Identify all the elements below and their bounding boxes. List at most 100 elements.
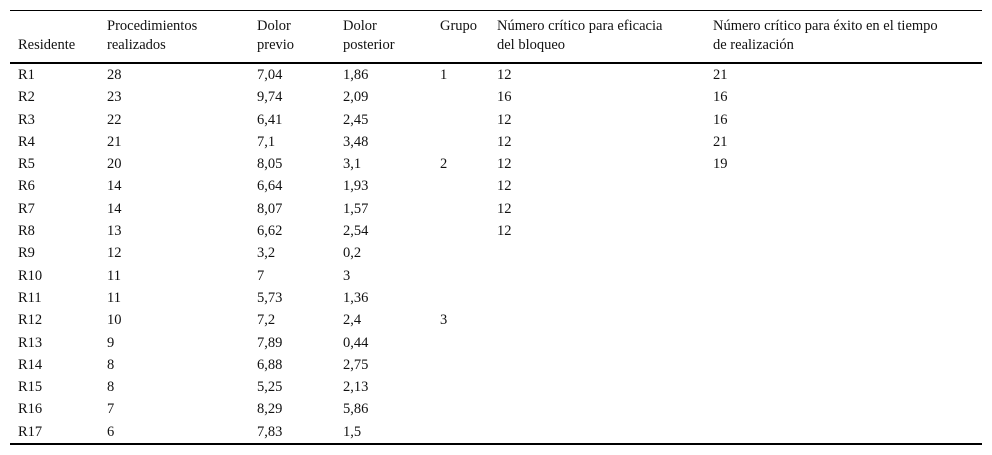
cell-residente: R2: [18, 89, 35, 106]
cell-procedimientos_realizados: 7: [107, 401, 115, 418]
table-row: R14 8 6,88 2,75: [10, 354, 982, 376]
table-header-row: Residente Procedimientos realizados Dolor …: [10, 10, 982, 64]
cell-grupo: [432, 242, 489, 264]
cell-residente: R10: [18, 267, 43, 284]
cell-dolor_posterior: 2,13: [343, 379, 369, 396]
cell-dolor_posterior: 1,5: [343, 423, 362, 440]
cell-numero_critico_exito_tiempo: 21: [713, 133, 728, 150]
cell-procedimientos_realizados: 8: [107, 379, 115, 396]
cell-dolor_posterior: 2,4: [343, 312, 362, 329]
cell-numero_critico_eficacia_bloqueo: [489, 309, 705, 331]
cell-residente: R9: [18, 245, 35, 262]
cell-residente: R14: [18, 356, 43, 373]
table-row: R9 12 3,2 0,2: [10, 242, 982, 264]
cell-procedimientos_realizados: 14: [107, 178, 122, 195]
cell-dolor_previo: 6,62: [257, 223, 283, 240]
cell-residente: R6: [18, 178, 35, 195]
table-row: R2 23 9,74 2,09 16 16: [10, 86, 982, 108]
cell-dolor_posterior: 1,57: [343, 200, 369, 217]
cell-procedimientos_realizados: 8: [107, 356, 115, 373]
residents-table: Residente Procedimientos realizados Dolor …: [10, 10, 982, 446]
cell-residente: R7: [18, 200, 35, 217]
cell-numero_critico_eficacia_bloqueo: [489, 287, 705, 309]
cell-numero_critico_eficacia_bloqueo: [489, 398, 705, 420]
cell-dolor_previo: 6,88: [257, 356, 283, 373]
column-header-grupo: Grupo: [432, 10, 489, 64]
cell-numero_critico_exito_tiempo: [705, 220, 982, 242]
cell-procedimientos_realizados: 20: [107, 156, 122, 173]
cell-grupo: [432, 332, 489, 354]
cell-grupo: [432, 86, 489, 108]
cell-procedimientos_realizados: 9: [107, 334, 115, 351]
cell-dolor_previo: 6,64: [257, 178, 283, 195]
cell-numero_critico_exito_tiempo: 19: [713, 156, 728, 173]
cell-numero_critico_exito_tiempo: [705, 421, 982, 444]
cell-numero_critico_eficacia_bloqueo: [489, 376, 705, 398]
cell-residente: R17: [18, 423, 43, 440]
cell-grupo: 3: [440, 312, 448, 329]
table-row: R11 11 5,73 1,36: [10, 287, 982, 309]
cell-dolor_previo: 5,25: [257, 379, 283, 396]
cell-numero_critico_exito_tiempo: [705, 398, 982, 420]
cell-dolor_previo: 7,04: [257, 67, 283, 83]
cell-dolor_posterior: 1,36: [343, 289, 369, 306]
cell-numero_critico_eficacia_bloqueo: 12: [497, 156, 512, 173]
cell-dolor_posterior: 1,86: [343, 67, 369, 83]
cell-residente: R3: [18, 111, 35, 128]
cell-numero_critico_exito_tiempo: [705, 198, 982, 220]
cell-grupo: [432, 109, 489, 131]
cell-grupo: [432, 421, 489, 444]
table-row: R5 20 8,05 3,1 2 12 19: [10, 153, 982, 175]
cell-residente: R1: [18, 67, 35, 83]
cell-procedimientos_realizados: 14: [107, 200, 122, 217]
table-container: Residente Procedimientos realizados Dolor …: [10, 10, 982, 446]
cell-dolor_previo: 7,89: [257, 334, 283, 351]
cell-numero_critico_eficacia_bloqueo: [489, 242, 705, 264]
cell-dolor_posterior: 3: [343, 267, 351, 284]
cell-residente: R16: [18, 401, 43, 418]
cell-dolor_previo: 8,29: [257, 401, 283, 418]
cell-grupo: 1: [440, 67, 448, 83]
cell-numero_critico_eficacia_bloqueo: [489, 354, 705, 376]
cell-dolor_previo: 8,07: [257, 200, 283, 217]
column-header-numero_critico_exito_tiempo: Número crítico para éxito en el tiempo d…: [705, 10, 982, 64]
table-row: R4 21 7,1 3,48 12 21: [10, 131, 982, 153]
cell-numero_critico_eficacia_bloqueo: 12: [497, 67, 512, 83]
cell-numero_critico_exito_tiempo: [705, 309, 982, 331]
cell-residente: R15: [18, 379, 43, 396]
cell-dolor_previo: 3,2: [257, 245, 276, 262]
table-row: R12 10 7,2 2,4 3: [10, 309, 982, 331]
cell-grupo: [432, 376, 489, 398]
cell-numero_critico_exito_tiempo: [705, 354, 982, 376]
cell-dolor_previo: 9,74: [257, 89, 283, 106]
cell-procedimientos_realizados: 11: [107, 267, 121, 284]
cell-numero_critico_eficacia_bloqueo: 12: [497, 200, 512, 217]
cell-grupo: [432, 354, 489, 376]
cell-dolor_previo: 7,1: [257, 133, 276, 150]
cell-numero_critico_eficacia_bloqueo: 12: [497, 223, 512, 240]
cell-dolor_posterior: 2,75: [343, 356, 369, 373]
cell-dolor_previo: 8,05: [257, 156, 283, 173]
cell-dolor_previo: 7,2: [257, 312, 276, 329]
cell-grupo: [432, 265, 489, 287]
table-row: R13 9 7,89 0,44: [10, 332, 982, 354]
cell-procedimientos_realizados: 12: [107, 245, 122, 262]
cell-procedimientos_realizados: 6: [107, 423, 115, 440]
cell-dolor_posterior: 2,45: [343, 111, 369, 128]
cell-dolor_previo: 7,83: [257, 423, 283, 440]
cell-grupo: [432, 287, 489, 309]
column-header-procedimientos_realizados: Procedimientos realizados: [99, 10, 249, 64]
cell-dolor_previo: 5,73: [257, 289, 283, 306]
table-row: R7 14 8,07 1,57 12: [10, 198, 982, 220]
cell-numero_critico_exito_tiempo: [705, 376, 982, 398]
table-row: R3 22 6,41 2,45 12 16: [10, 109, 982, 131]
cell-procedimientos_realizados: 23: [107, 89, 122, 106]
cell-dolor_posterior: 2,54: [343, 223, 369, 240]
cell-grupo: [432, 220, 489, 242]
cell-numero_critico_exito_tiempo: [705, 287, 982, 309]
cell-grupo: [432, 175, 489, 197]
cell-dolor_posterior: 0,2: [343, 245, 362, 262]
cell-dolor_posterior: 2,09: [343, 89, 369, 106]
cell-numero_critico_exito_tiempo: 16: [713, 89, 728, 106]
cell-numero_critico_exito_tiempo: 21: [713, 67, 728, 83]
